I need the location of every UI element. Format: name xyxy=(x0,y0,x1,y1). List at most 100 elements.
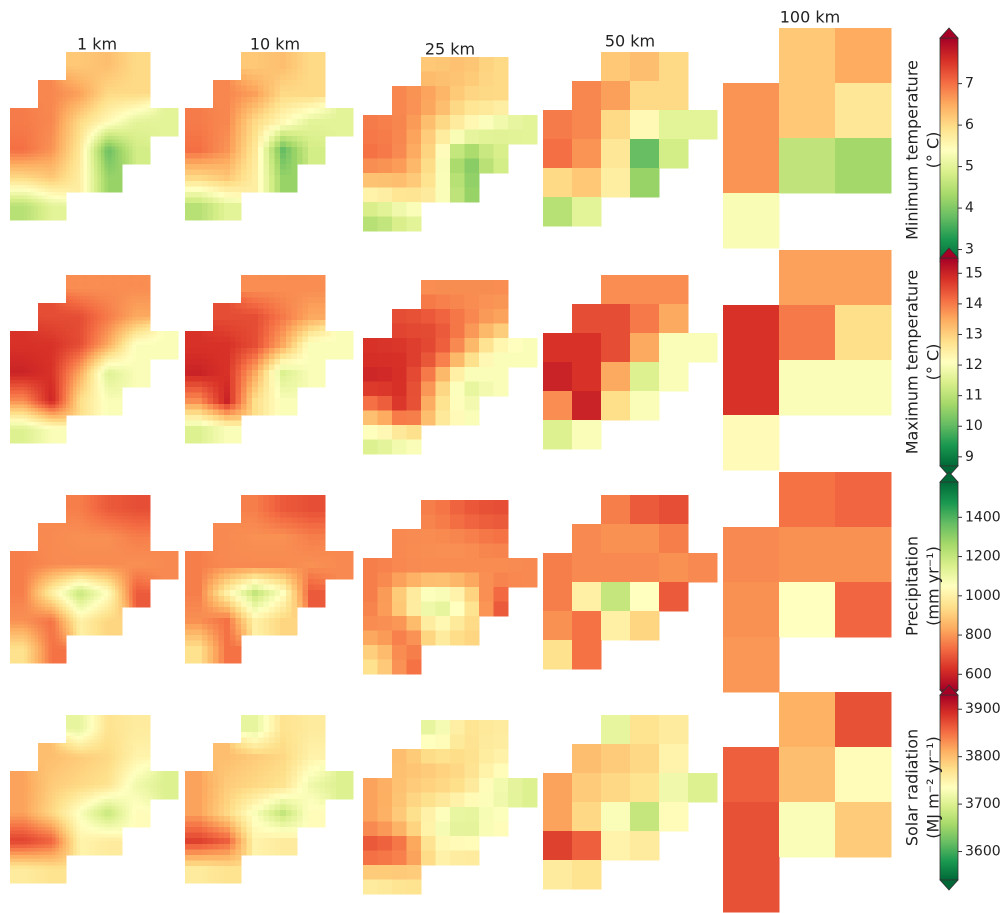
map-pixel xyxy=(213,309,219,315)
map-pixel xyxy=(66,516,70,520)
map-pixel xyxy=(185,153,191,159)
map-pixel xyxy=(115,175,119,179)
map-pixel xyxy=(94,370,98,374)
map-pixel xyxy=(63,415,67,419)
map-pixel xyxy=(38,126,42,130)
map-pixel xyxy=(42,433,46,437)
map-pixel xyxy=(66,314,70,318)
map-pixel xyxy=(108,94,112,98)
map-pixel xyxy=(105,530,109,534)
map-pixel xyxy=(73,317,77,321)
map-pixel xyxy=(38,401,42,405)
map-pixel xyxy=(164,112,168,116)
map-pixel xyxy=(147,286,151,290)
map-pixel xyxy=(112,164,116,168)
map-pixel xyxy=(224,142,230,148)
map-pixel xyxy=(126,157,130,161)
map-pixel xyxy=(98,143,102,147)
map-pixel xyxy=(185,404,191,410)
map-pixel xyxy=(63,523,67,527)
map-pixel xyxy=(87,387,91,391)
map-pixel xyxy=(115,147,119,151)
map-pixel xyxy=(129,509,133,513)
map-pixel xyxy=(56,178,60,182)
map-pixel xyxy=(52,168,56,172)
map-pixel xyxy=(119,136,123,140)
map-pixel xyxy=(73,289,77,293)
map-pixel xyxy=(21,126,25,130)
map-pixel xyxy=(87,133,91,137)
map-pixel xyxy=(319,381,325,387)
map-pixel xyxy=(241,164,247,170)
map-pixel xyxy=(105,101,109,105)
grid-cell xyxy=(723,83,779,138)
map-pixel xyxy=(122,52,126,56)
map-pixel xyxy=(31,122,35,126)
map-pixel xyxy=(263,136,269,142)
map-pixel xyxy=(77,80,81,84)
map-pixel xyxy=(319,376,325,382)
map-pixel xyxy=(49,213,53,217)
map-pixel xyxy=(105,73,109,77)
map-pixel xyxy=(191,192,197,198)
map-pixel xyxy=(45,530,49,534)
map-pixel xyxy=(70,300,74,304)
map-pixel xyxy=(112,345,116,349)
map-pixel xyxy=(63,126,67,130)
map-pixel xyxy=(140,59,144,63)
map-pixel xyxy=(59,122,63,126)
map-pixel xyxy=(17,440,21,444)
map-pixel xyxy=(436,382,451,397)
map-pixel xyxy=(63,331,67,335)
map-pixel xyxy=(115,380,119,384)
map-pixel xyxy=(168,108,172,112)
map-pixel xyxy=(275,353,281,359)
map-pixel xyxy=(73,509,77,513)
map-pixel xyxy=(42,101,46,105)
map-pixel xyxy=(66,185,70,189)
map-pixel xyxy=(185,421,191,427)
map-pixel xyxy=(105,185,109,189)
map-pixel xyxy=(147,112,151,116)
map-pixel xyxy=(115,164,119,168)
map-pixel xyxy=(56,356,60,360)
map-pixel xyxy=(42,317,46,321)
map-pixel xyxy=(136,370,140,374)
map-pixel xyxy=(143,544,147,548)
map-pixel xyxy=(207,192,213,198)
map-pixel xyxy=(133,275,137,279)
map-pixel xyxy=(115,94,119,98)
map-pixel xyxy=(70,119,74,123)
map-pixel xyxy=(31,129,35,133)
map-pixel xyxy=(31,182,35,186)
map-pixel xyxy=(336,337,342,343)
map-pixel xyxy=(465,338,480,353)
map-pixel xyxy=(297,275,303,281)
map-pixel xyxy=(21,433,25,437)
map-pixel xyxy=(133,314,137,318)
map-pixel xyxy=(31,210,35,214)
map-pixel xyxy=(56,213,60,217)
map-pixel xyxy=(258,404,264,410)
map-pixel xyxy=(286,147,292,153)
map-pixel xyxy=(122,63,126,67)
map-pixel xyxy=(52,356,56,360)
map-pixel xyxy=(105,324,109,328)
map-pixel xyxy=(98,77,102,81)
map-pixel xyxy=(80,300,84,304)
map-pixel xyxy=(143,317,147,321)
map-pixel xyxy=(84,342,88,346)
map-pixel xyxy=(154,108,158,112)
map-pixel xyxy=(129,530,133,534)
map-pixel xyxy=(91,314,95,318)
map-pixel xyxy=(49,429,53,433)
map-pixel xyxy=(230,381,236,387)
map-pixel xyxy=(280,86,286,92)
map-pixel xyxy=(143,324,147,328)
map-pixel xyxy=(66,115,70,119)
map-pixel xyxy=(108,105,112,109)
map-pixel xyxy=(291,186,297,192)
map-pixel xyxy=(87,289,91,293)
map-pixel xyxy=(38,171,42,175)
map-pixel xyxy=(129,70,133,74)
